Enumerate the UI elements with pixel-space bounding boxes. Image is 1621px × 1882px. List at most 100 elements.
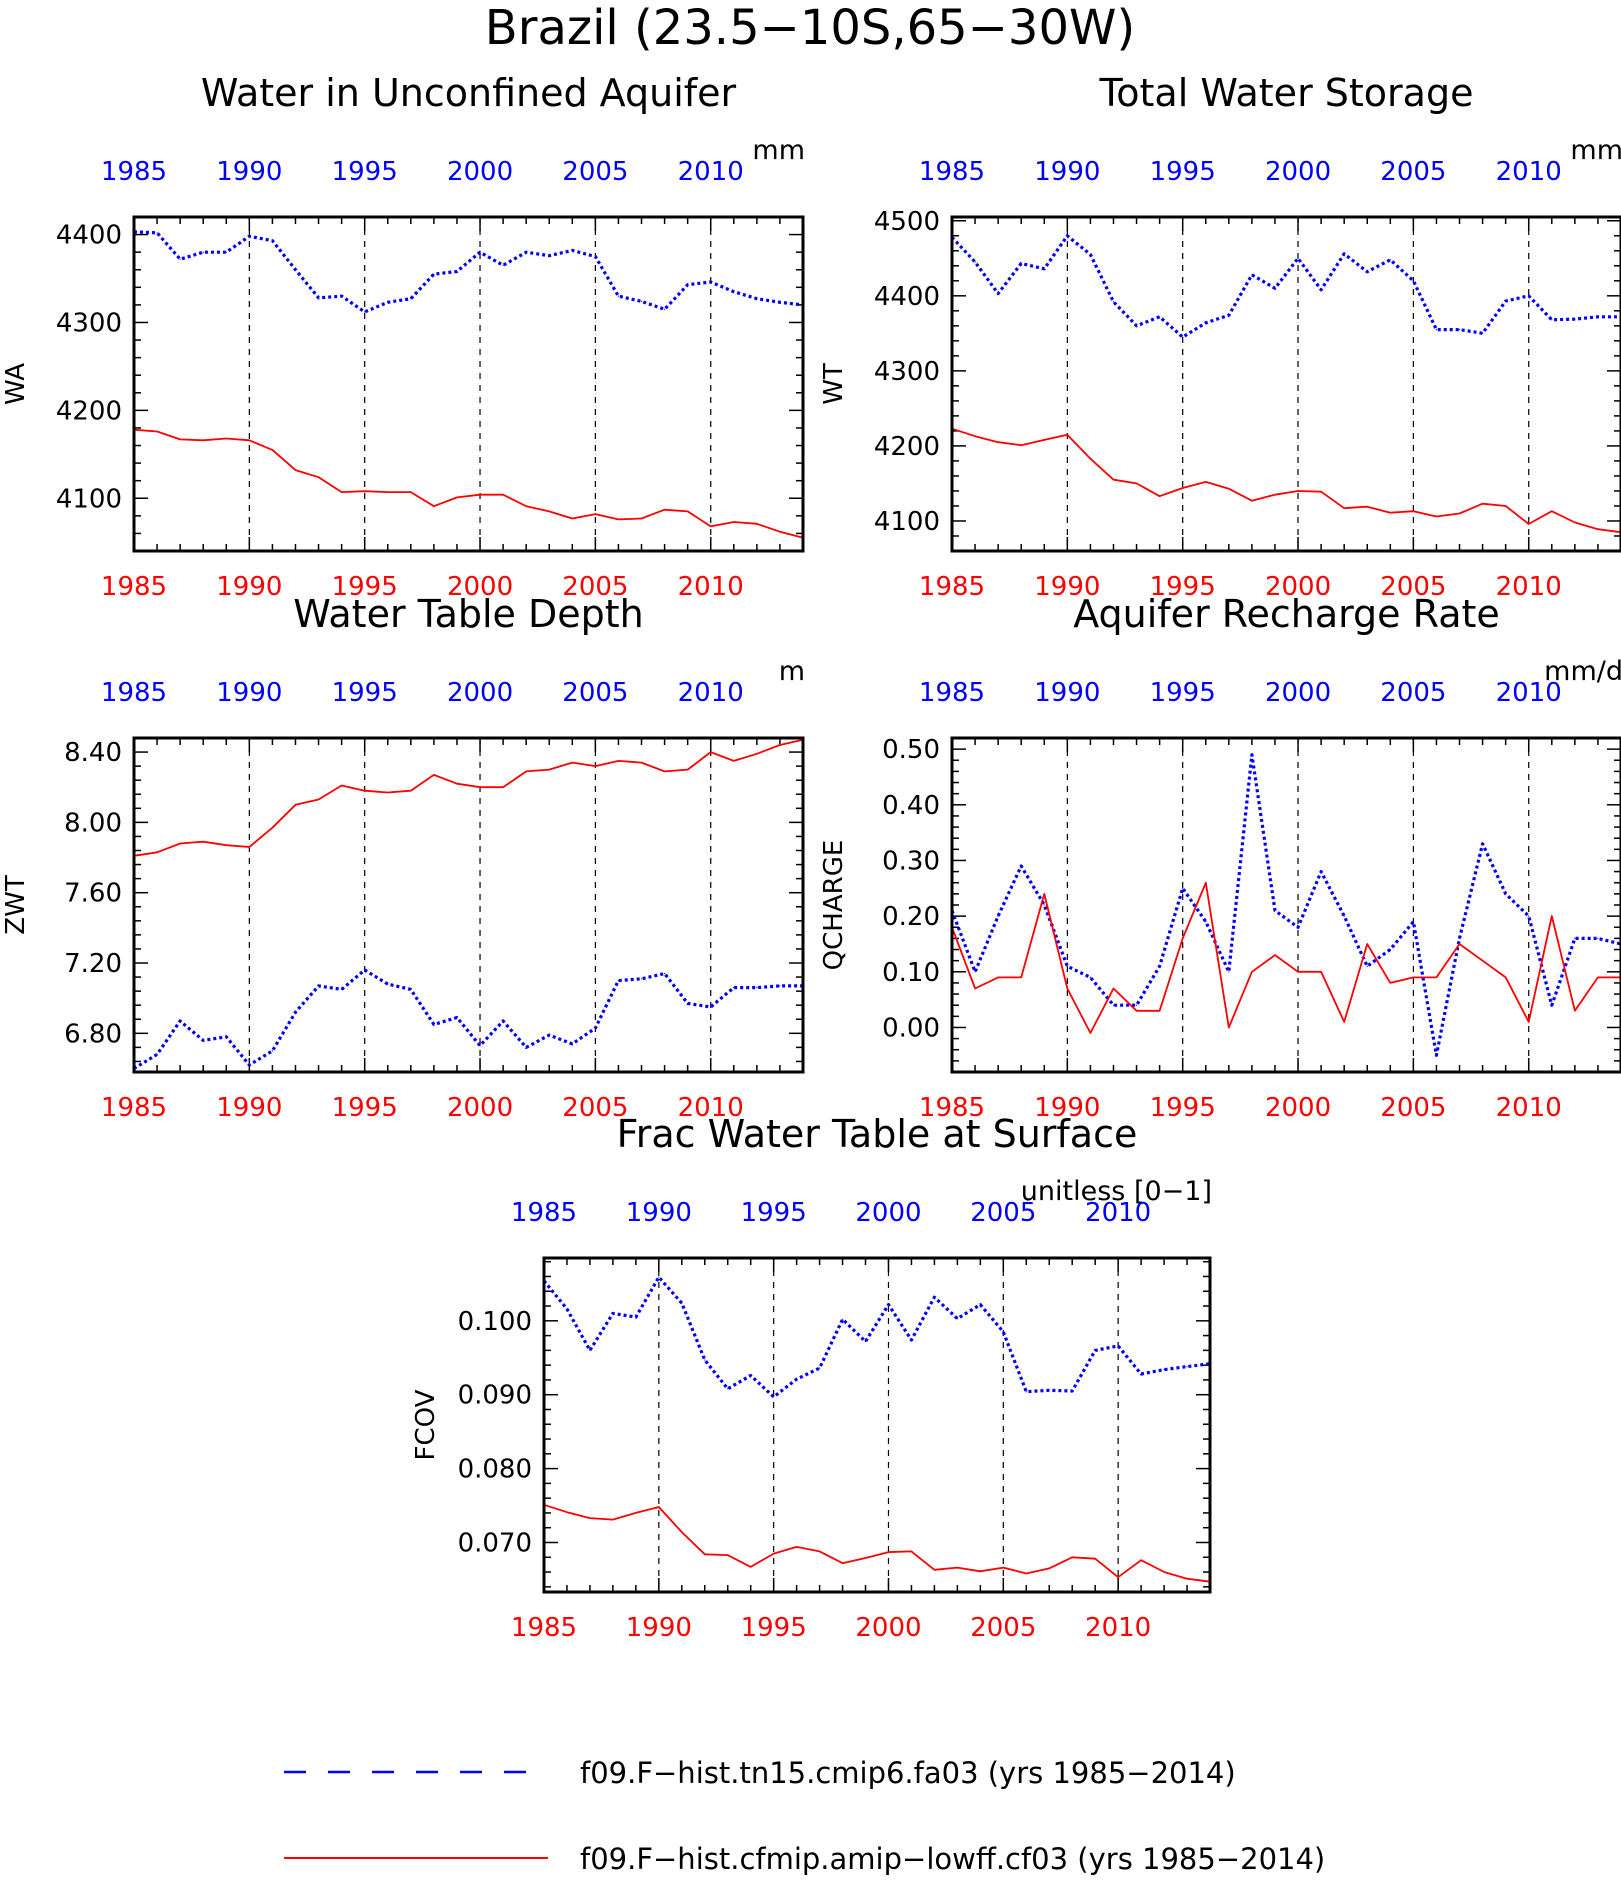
data-point-red — [1071, 1556, 1073, 1558]
y-tick-label: 4300 — [874, 357, 940, 387]
data-point-red — [202, 439, 204, 441]
data-point-blue — [548, 255, 550, 257]
data-point-red — [1020, 444, 1022, 446]
x-tick-label-bottom: 2000 — [855, 1613, 921, 1643]
data-point-red — [1528, 1021, 1530, 1023]
x-tick-label-bottom: 2010 — [1496, 572, 1562, 602]
data-point-red — [1182, 487, 1184, 489]
series-line-blue — [542, 1275, 1211, 1399]
data-point-red — [1274, 494, 1276, 496]
data-point-red — [974, 987, 976, 990]
data-point-red — [1597, 528, 1599, 530]
y-tick-label: 4300 — [56, 308, 122, 338]
data-point-blue — [1117, 1345, 1119, 1347]
x-tick-label-top: 2010 — [1496, 157, 1562, 187]
data-point-blue — [710, 281, 712, 283]
data-point-red — [1002, 1567, 1004, 1569]
data-point-blue — [640, 978, 643, 980]
y-axis-label: WA — [1, 363, 31, 405]
data-point-blue — [1528, 915, 1530, 917]
x-tick-label-top: 2005 — [1380, 157, 1446, 187]
data-point-blue — [617, 295, 620, 297]
data-point-blue — [1066, 235, 1068, 237]
data-point-red — [779, 531, 781, 533]
x-tick-label-top: 2010 — [1496, 678, 1562, 708]
y-tick-label: 0.20 — [882, 902, 940, 932]
data-point-blue — [271, 240, 273, 242]
y-tick-label: 4500 — [874, 207, 940, 237]
data-point-blue — [1389, 948, 1391, 951]
series-line-red — [951, 427, 1621, 534]
data-point-red — [548, 769, 550, 771]
data-point-blue — [364, 969, 366, 971]
data-point-red — [341, 491, 343, 493]
y-axis-label: FCOV — [411, 1389, 441, 1460]
data-point-red — [364, 790, 366, 792]
chart-title: Water in Unconfined Aquifer — [201, 71, 737, 115]
data-point-red — [1528, 523, 1530, 525]
data-point-blue — [1274, 287, 1276, 289]
x-tick-label-top: 2005 — [970, 1198, 1036, 1228]
chart-title: Total Water Storage — [1099, 71, 1474, 115]
data-point-red — [773, 1553, 775, 1555]
data-point-red — [1458, 512, 1461, 515]
x-tick-label-bottom: 1985 — [101, 572, 167, 602]
data-point-red — [364, 490, 366, 492]
x-tick-label-top: 1985 — [919, 157, 985, 187]
x-tick-label-top: 1995 — [332, 678, 398, 708]
data-point-blue — [864, 1340, 867, 1343]
data-point-red — [410, 491, 412, 493]
y-tick-label: 4400 — [56, 221, 122, 251]
data-point-blue — [773, 1396, 775, 1398]
chart-panel-1: Water in Unconfined Aquifer mm WA 1985 1985 1… — [1, 71, 805, 602]
x-tick-label-top: 1985 — [511, 1198, 577, 1228]
data-point-blue — [756, 987, 758, 989]
x-tick-label-bottom: 1985 — [511, 1613, 577, 1643]
data-point-red — [727, 1554, 729, 1556]
data-point-blue — [479, 1045, 481, 1047]
data-point-blue — [796, 1378, 798, 1380]
data-point-red — [525, 505, 527, 507]
data-point-red — [1320, 971, 1322, 973]
y-axis-label: QCHARGE — [819, 840, 849, 971]
series-line-blue — [133, 230, 804, 314]
data-point-red — [566, 1511, 568, 1513]
data-point-red — [1066, 987, 1068, 990]
data-point-red — [756, 523, 758, 525]
data-point-blue — [225, 251, 227, 253]
data-point-red — [1551, 915, 1553, 917]
data-point-red — [456, 783, 458, 785]
x-tick-label-bottom: 2010 — [1496, 1093, 1562, 1123]
x-tick-label-bottom: 2010 — [678, 1093, 744, 1123]
data-point-blue — [202, 1039, 204, 1041]
data-point-blue — [1251, 754, 1253, 756]
y-tick-label: 8.00 — [64, 808, 122, 838]
data-point-red — [617, 518, 620, 521]
x-tick-label-top: 1990 — [626, 1198, 692, 1228]
series-line-blue — [950, 234, 1621, 339]
data-point-red — [1159, 1010, 1161, 1012]
data-point-blue — [202, 251, 204, 253]
data-point-red — [1089, 458, 1091, 460]
data-point-blue — [294, 1011, 297, 1013]
data-point-blue — [819, 1367, 821, 1369]
x-tick-label-top: 1995 — [741, 1198, 807, 1228]
y-tick-label: 4400 — [874, 282, 940, 312]
x-tick-label-bottom: 2005 — [562, 1093, 628, 1123]
y-tick-label: 0.40 — [882, 791, 940, 821]
data-point-blue — [156, 232, 158, 234]
x-tick-label-bottom: 1995 — [332, 572, 398, 602]
data-point-red — [1136, 482, 1138, 484]
data-point-blue — [1412, 280, 1414, 282]
data-point-red — [1228, 1026, 1230, 1029]
data-point-blue — [779, 985, 781, 987]
data-point-blue — [225, 1036, 227, 1038]
x-tick-label-bottom: 1995 — [741, 1613, 807, 1643]
data-point-red — [502, 494, 504, 496]
data-point-blue — [1458, 937, 1461, 940]
data-point-blue — [1297, 257, 1299, 259]
data-point-blue — [1089, 976, 1091, 979]
data-point-blue — [687, 1002, 689, 1005]
data-point-red — [1435, 515, 1437, 518]
data-point-red — [1251, 500, 1253, 502]
